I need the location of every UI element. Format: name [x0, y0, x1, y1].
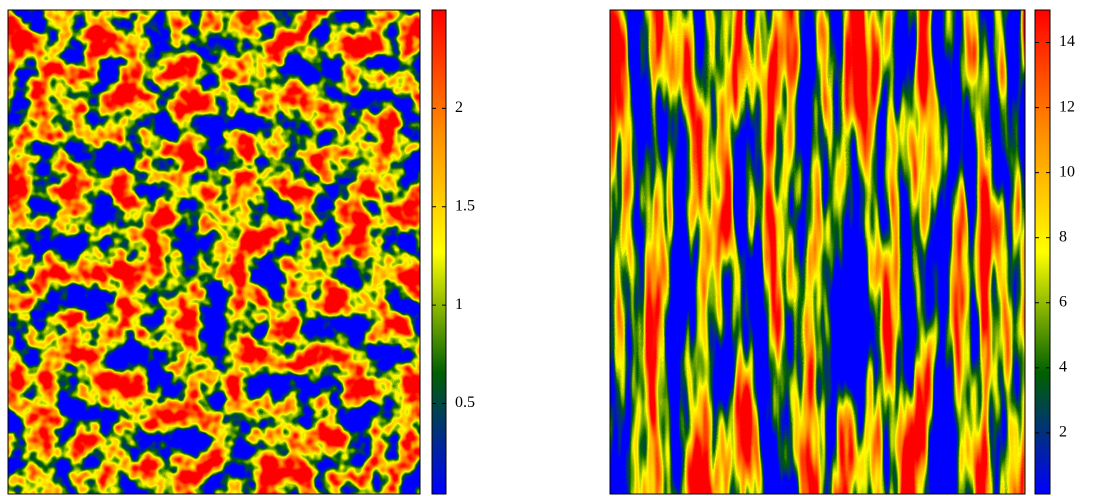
colorbar-tick-label: 2 [455, 99, 463, 116]
heatmap-frame [7, 9, 421, 495]
colorbar-tick-label: 1.5 [455, 197, 475, 214]
colorbar [431, 9, 447, 495]
colorbar-tick-label: 0.5 [455, 394, 475, 411]
heatmap-frame [609, 9, 1026, 495]
colorbar-tick-label: 14 [1059, 33, 1075, 50]
heatmap-field [8, 10, 420, 494]
colorbar-tick-label: 8 [1059, 228, 1067, 245]
colorbar-tick-label: 10 [1059, 163, 1075, 180]
colorbar-tick-label: 2 [1059, 424, 1067, 441]
colorbar-tick-label: 1 [455, 296, 463, 313]
colorbar-tick-label: 4 [1059, 358, 1067, 375]
heatmap-field [610, 10, 1025, 494]
colorbar [1034, 9, 1051, 495]
colorbar-tick-label: 12 [1059, 98, 1075, 115]
colorbar-tick-label: 6 [1059, 293, 1067, 310]
